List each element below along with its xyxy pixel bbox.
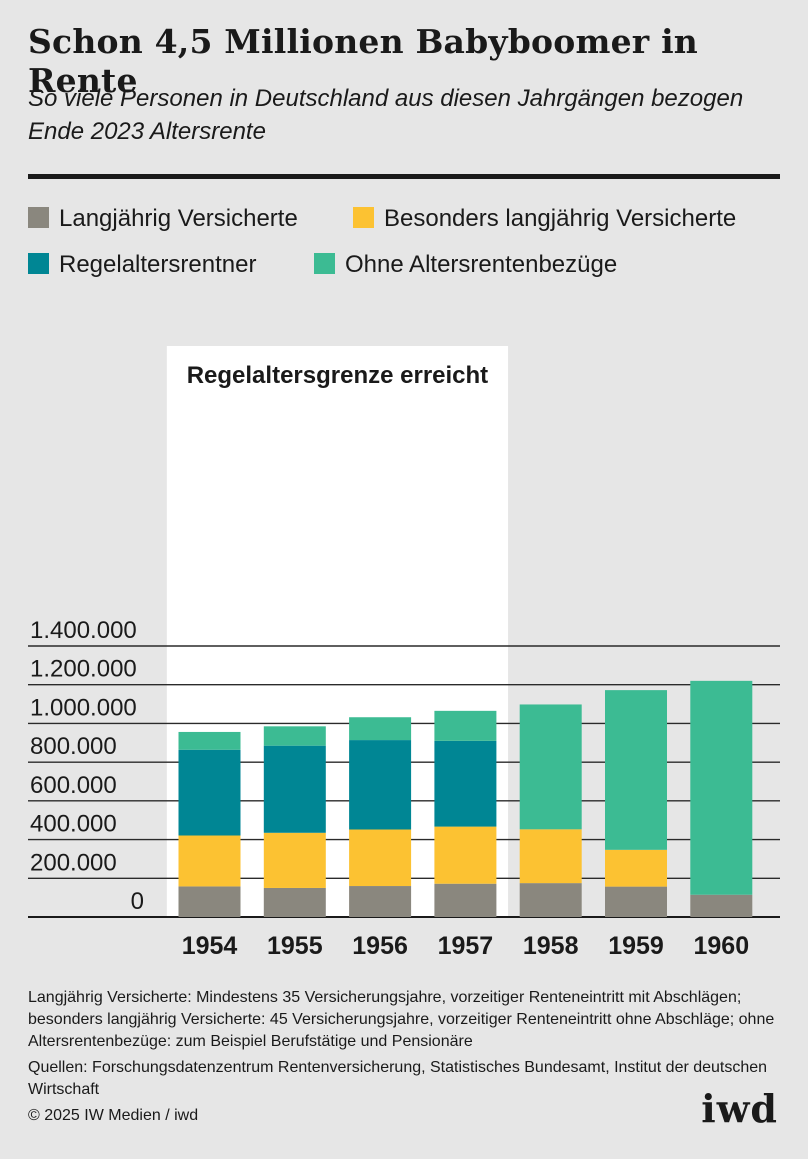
- bar-segment: [519, 829, 582, 884]
- legend-item-ohne-altersrente: Ohne Altersrentenbezüge: [314, 250, 617, 280]
- y-tick-label: 800.000: [30, 733, 117, 760]
- x-tick-label: 1954: [182, 932, 238, 960]
- y-tick-label: 1.200.000: [30, 656, 137, 683]
- bar-segment: [434, 826, 497, 884]
- bar-segment: [263, 745, 326, 833]
- legend-swatch: [353, 207, 374, 228]
- copyright-note: © 2025 IW Medien / iwd: [28, 1107, 199, 1124]
- bar-segment: [263, 726, 326, 746]
- x-tick-label: 1955: [267, 932, 323, 960]
- bar-segment: [349, 740, 412, 830]
- legend-item-besonders-langjaehrig: Besonders langjährig Versicherte: [353, 204, 736, 234]
- title-divider: [28, 174, 780, 179]
- highlight-label: Regelaltersgrenze erreicht: [187, 362, 488, 389]
- bar-segment: [263, 832, 326, 888]
- y-tick-label: 1.400.000: [30, 617, 137, 644]
- legend-item-langjaehrig: Langjährig Versicherte: [28, 204, 298, 234]
- x-tick-label: 1956: [352, 932, 408, 960]
- bar-segment: [178, 749, 241, 836]
- definitions-note: Langjährig Versicherte: Mindestens 35 Ve…: [28, 989, 775, 1050]
- bar-segment: [178, 835, 241, 887]
- y-tick-label: 0: [131, 888, 144, 915]
- chart-title: Schon 4,5 Millionen Babyboomer in Rente: [28, 22, 698, 100]
- bar-segment: [178, 731, 241, 750]
- legend-label: Ohne Altersrentenbezüge: [345, 251, 618, 278]
- stacked-bar-chart: Regelaltersgrenze erreicht 0 200.000 400.00…: [28, 346, 780, 960]
- x-tick-label: 1960: [693, 932, 749, 960]
- bar-segment: [349, 717, 412, 741]
- legend-label: Regelaltersrentner: [59, 251, 257, 278]
- legend-swatch: [28, 253, 49, 274]
- x-tick-label: 1957: [438, 932, 494, 960]
- x-tick-label: 1958: [523, 932, 579, 960]
- bar-segment: [519, 883, 582, 917]
- legend-swatch: [28, 207, 49, 228]
- bar-segment: [434, 883, 497, 917]
- bar-segment: [349, 886, 412, 917]
- bar-segment: [605, 886, 667, 917]
- bar-segment: [519, 704, 582, 830]
- legend-item-regelaltersrentner: Regelaltersrentner: [28, 250, 256, 280]
- bar-segment: [690, 680, 753, 895]
- legend-label: Besonders langjährig Versicherte: [384, 205, 737, 232]
- y-tick-label: 200.000: [30, 849, 117, 876]
- iwd-logo: iwd: [701, 1086, 778, 1131]
- y-tick-label: 600.000: [30, 772, 117, 799]
- bar-segment: [349, 829, 412, 887]
- footnotes: Langjährig Versicherte: Mindestens 35 Ve…: [28, 987, 788, 1131]
- bar-segment: [263, 887, 326, 917]
- bar-segment: [690, 894, 753, 917]
- x-tick-label: 1959: [608, 932, 664, 960]
- legend-label: Langjährig Versicherte: [59, 205, 298, 232]
- chart-subtitle: So viele Personen in Deutschland aus die…: [28, 85, 744, 145]
- bar-segment: [605, 690, 667, 850]
- sources-note: Quellen: Forschungsdatenzentrum Rentenve…: [28, 1059, 768, 1098]
- bar-segment: [605, 849, 667, 887]
- bar-segment: [178, 886, 241, 917]
- bar-segment: [434, 710, 497, 741]
- y-tick-label: 1.000.000: [30, 694, 137, 721]
- legend-swatch: [314, 253, 335, 274]
- y-tick-label: 400.000: [30, 811, 117, 838]
- bar-segment: [434, 740, 497, 827]
